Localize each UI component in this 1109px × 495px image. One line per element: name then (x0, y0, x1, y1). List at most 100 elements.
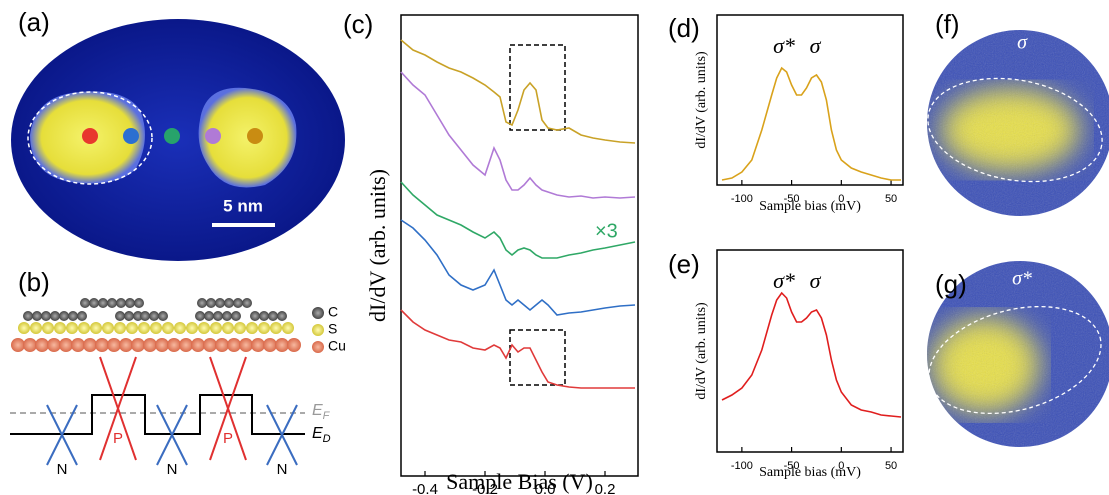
c-atom (222, 311, 232, 321)
legend-atom (312, 307, 324, 319)
x-axis-label: Sample bias (mV) (759, 465, 861, 480)
cu-atom (179, 338, 193, 352)
s-atom (174, 322, 186, 334)
c-atom (50, 311, 60, 321)
cu-atom (143, 338, 157, 352)
curve (400, 71, 636, 199)
stm-map-f (927, 30, 1109, 216)
fermi-label: EF (312, 402, 331, 422)
cu-atom (59, 338, 73, 352)
stm-image-a (11, 19, 345, 261)
s-atom (282, 322, 294, 334)
c-atom (268, 311, 278, 321)
cu-atom (251, 338, 265, 352)
legend-atom (312, 324, 324, 336)
cu-atom (167, 338, 181, 352)
band-label: N (167, 461, 178, 478)
cu-atom (263, 338, 277, 352)
band-label: P (223, 430, 233, 447)
x-tick-label: 50 (885, 193, 897, 205)
c-atom (158, 311, 168, 321)
c-atom (149, 311, 159, 321)
plot-frame (716, 14, 904, 186)
cu-atom (215, 338, 229, 352)
cu-atom (191, 338, 205, 352)
legend-label: C (328, 304, 338, 320)
c-atom (206, 298, 216, 308)
panel-label: (e) (668, 249, 700, 279)
cu-atom (239, 338, 253, 352)
s-atom (18, 322, 30, 334)
band-label: N (57, 461, 68, 478)
s-atom (246, 322, 258, 334)
c-atom (140, 311, 150, 321)
x-tick-label: -50 (784, 193, 800, 205)
energy-subscript: F (323, 410, 331, 422)
s-atom (54, 322, 66, 334)
c-atom (59, 311, 69, 321)
c-atom (250, 311, 260, 321)
band-label: P (113, 430, 123, 447)
c-atom (134, 298, 144, 308)
c-atom (231, 311, 241, 321)
panel-label: (d) (668, 13, 700, 43)
c-atom (259, 311, 269, 321)
c-atom (242, 298, 252, 308)
x-tick-label: 0 (838, 460, 844, 472)
s-atom (198, 322, 210, 334)
y-axis-label: dI/dV (arb. units) (694, 51, 709, 149)
c-atom (89, 298, 99, 308)
plot-frame (400, 14, 639, 477)
c-atom (80, 298, 90, 308)
x-tick-label: -0.4 (412, 481, 438, 495)
y-axis-label: dI/dV (arb. units) (694, 302, 709, 400)
c-atom (68, 311, 78, 321)
dirac-label: ED (312, 425, 331, 445)
annotation: ×3 (595, 220, 618, 242)
c-atom (233, 298, 243, 308)
s-atom (42, 322, 54, 334)
cu-atom (23, 338, 37, 352)
cu-atom (155, 338, 169, 352)
annotation: σ (810, 268, 822, 293)
cu-atom (119, 338, 133, 352)
legend-atom (312, 341, 324, 353)
s-atom (78, 322, 90, 334)
x-tick-label: 50 (885, 460, 897, 472)
cu-atom (287, 338, 301, 352)
s-atom (162, 322, 174, 334)
s-atom (150, 322, 162, 334)
s-atom (138, 322, 150, 334)
x-tick-label: 0 (838, 193, 844, 205)
stm-map-g (927, 261, 1109, 447)
s-atom (30, 322, 42, 334)
band-label: N (277, 461, 288, 478)
c-atom (224, 298, 234, 308)
c-atom (116, 298, 126, 308)
s-atom (186, 322, 198, 334)
annotation: σ* (773, 33, 795, 58)
panel-label: (a) (18, 7, 50, 37)
x-tick-label: -50 (784, 460, 800, 472)
annotation: σ (810, 33, 822, 58)
c-atom (125, 298, 135, 308)
panel-label: (f) (935, 9, 960, 39)
c-atom (124, 311, 134, 321)
cu-atom (275, 338, 289, 352)
highlight-box (509, 329, 566, 386)
cu-atom (83, 338, 97, 352)
c-atom (197, 298, 207, 308)
s-atom (114, 322, 126, 334)
cu-atom (71, 338, 85, 352)
curve (721, 66, 901, 181)
panel-label: (g) (935, 269, 967, 299)
y-axis-label: dI/dV (arb. units) (365, 169, 390, 322)
c-atom (215, 298, 225, 308)
curve (400, 39, 636, 144)
map-label: σ (1017, 32, 1028, 54)
s-atom (258, 322, 270, 334)
s-atom (222, 322, 234, 334)
band-diagram (10, 356, 305, 466)
s-atom (90, 322, 102, 334)
